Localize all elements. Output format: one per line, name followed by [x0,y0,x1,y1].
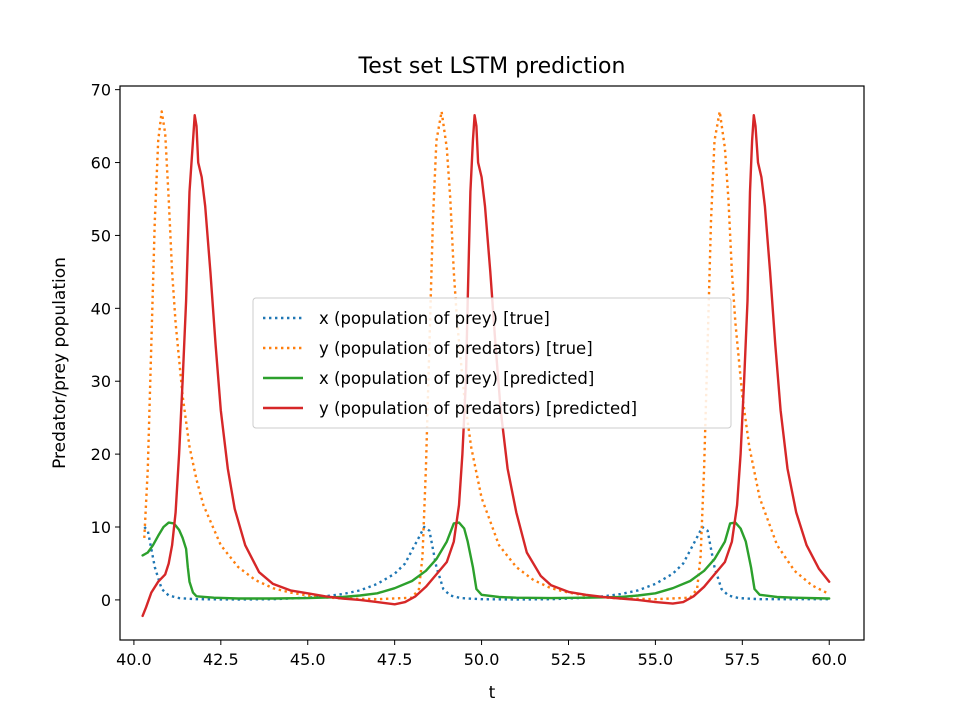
x-tick-label: 47.5 [377,650,413,669]
legend: x (population of prey) [true] y (populati… [252,297,732,429]
plot-area-frame [119,85,865,641]
x-tick-label: 42.5 [203,650,239,669]
legend-entry-label: y (population of predators) [true] [319,339,593,358]
y-tick-label: 50 [91,226,111,245]
x-tick-label: 52.5 [551,650,587,669]
y-tick-label: 30 [91,372,111,391]
y-axis: 0 10 20 30 40 50 60 70 [91,81,120,610]
y-tick-label: 70 [91,81,111,100]
legend-entry-label: x (population of prey) [true] [319,309,550,328]
y-tick-label: 20 [91,445,111,464]
y-tick-label: 10 [91,518,111,537]
series-line-0 [143,525,830,601]
y-tick-label: 0 [101,591,111,610]
y-tick-label: 40 [91,299,111,318]
x-axis-label: t [489,683,496,703]
legend-box [252,297,732,429]
y-tick-label: 60 [91,154,111,173]
series-layer [141,110,831,618]
x-tick-label: 45.0 [290,650,326,669]
x-tick-label: 55.0 [638,650,674,669]
y-axis-label: Predator/prey population [50,257,70,469]
x-axis: 40.0 42.5 45.0 47.5 50.0 52.5 55.0 57.5 60.0 [116,640,847,669]
x-tick-label: 57.5 [725,650,761,669]
x-tick-label: 40.0 [116,650,152,669]
legend-entry-label: y (population of predators) [predicted] [319,399,637,418]
legend-entry-label: x (population of prey) [predicted] [319,369,594,388]
series-line-2 [141,521,831,600]
series-line-3 [141,114,831,618]
x-tick-label: 60.0 [811,650,847,669]
x-tick-label: 50.0 [464,650,500,669]
chart-title: Test set LSTM prediction [358,54,626,79]
